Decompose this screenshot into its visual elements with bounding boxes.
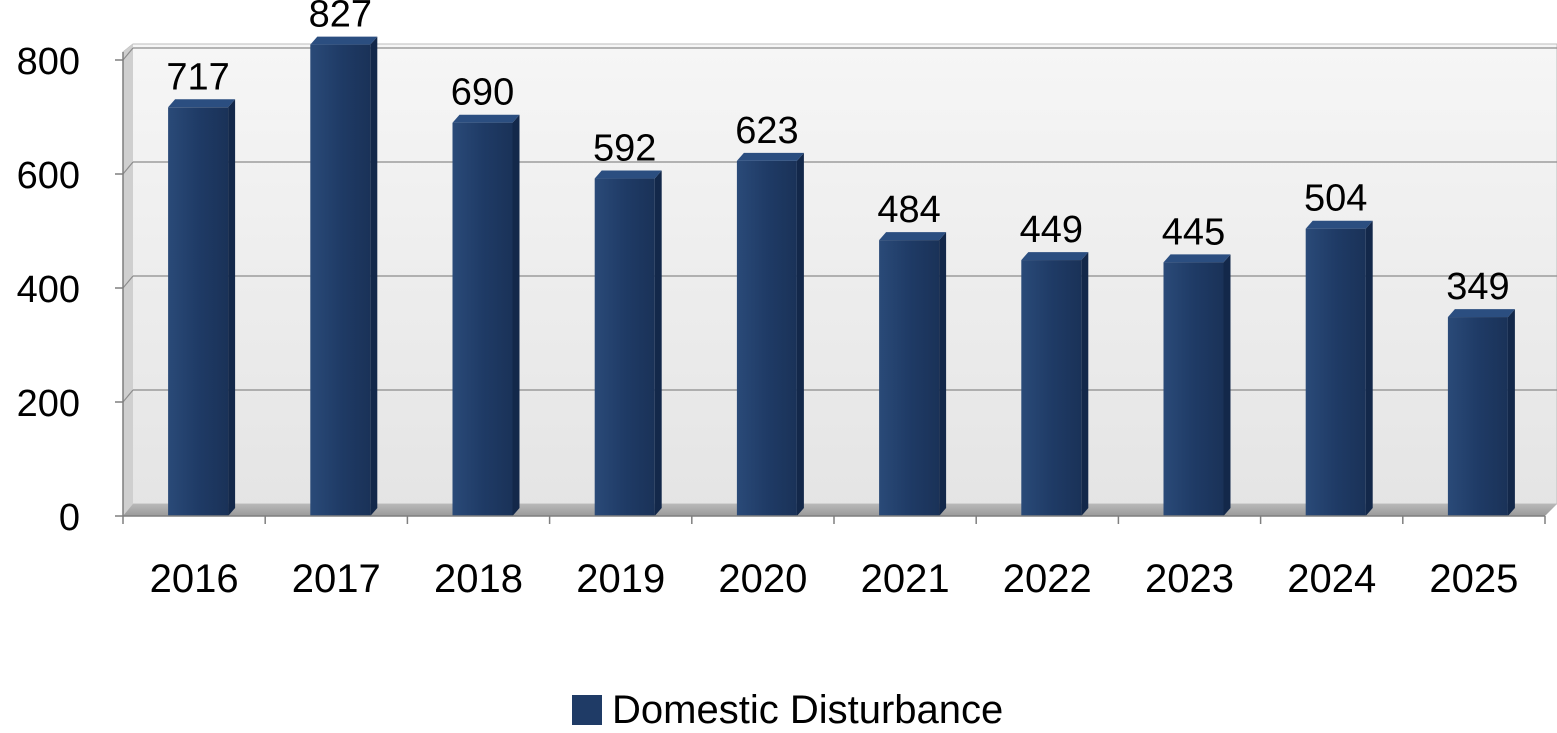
x-tick-label: 2024: [1287, 557, 1376, 601]
x-tick-label: 2019: [576, 557, 665, 601]
bar-top: [1163, 254, 1231, 263]
bar-front: [1021, 260, 1082, 516]
bar-2025: [1447, 309, 1515, 516]
bar-side: [228, 99, 236, 516]
x-tick-label: 2016: [150, 557, 239, 601]
bar-2016: [168, 99, 236, 516]
bar-front: [452, 122, 513, 516]
bar-front: [1447, 317, 1508, 516]
bar-value-label: 717: [166, 56, 229, 98]
y-tick-label: 200: [17, 383, 80, 425]
bar-side: [1365, 220, 1373, 516]
side-wall: [123, 44, 133, 516]
bar-side: [939, 232, 947, 516]
bar-value-label: 449: [1020, 209, 1083, 251]
legend-label: Domestic Disturbance: [612, 687, 1004, 732]
x-tick-label: 2018: [434, 557, 523, 601]
bar-2020: [736, 152, 804, 516]
bar-value-label: 592: [593, 128, 656, 170]
bar-top: [736, 152, 804, 161]
x-tick-label: 2023: [1145, 557, 1234, 601]
bar-front: [879, 240, 940, 516]
x-tick-label: 2020: [718, 557, 807, 601]
gridline-side: [122, 47, 134, 61]
bar-front: [310, 44, 371, 517]
bar-value-label: 827: [309, 0, 372, 36]
bar-top: [1305, 220, 1373, 229]
bar-front: [168, 107, 229, 516]
y-tick-label: 600: [17, 155, 80, 197]
bar-2021: [879, 232, 947, 516]
x-tick-label: 2025: [1429, 557, 1518, 601]
legend-swatch: [572, 695, 602, 725]
bar-2022: [1021, 252, 1089, 516]
gridline-side: [122, 389, 134, 403]
bar-side: [1223, 254, 1231, 516]
bar-side: [370, 36, 378, 517]
x-tick-label: 2022: [1003, 557, 1092, 601]
x-tick-label: 2017: [292, 557, 381, 601]
bar-top: [310, 36, 378, 45]
bar-value-label: 690: [451, 72, 514, 114]
bar-front: [1305, 228, 1366, 516]
bar-front: [1163, 262, 1224, 516]
bar-2017: [310, 36, 378, 517]
bar-side: [512, 114, 520, 516]
bar-2019: [594, 170, 662, 516]
bar-front: [594, 178, 655, 516]
bar-2023: [1163, 254, 1231, 516]
bar-value-label: 623: [735, 110, 798, 152]
y-tick-label: 400: [17, 269, 80, 311]
bar-value-label: 445: [1162, 211, 1225, 253]
bar-2018: [452, 114, 520, 516]
bar-top: [1447, 309, 1515, 318]
legend: Domestic Disturbance: [572, 688, 1003, 732]
gridline-side: [122, 275, 134, 289]
bar-top: [879, 232, 947, 241]
bar-side: [796, 152, 804, 516]
bar-2024: [1305, 220, 1373, 516]
bar-side: [1507, 309, 1515, 516]
bar-side: [654, 170, 662, 516]
y-tick-label: 800: [17, 41, 80, 83]
bar-value-label: 484: [877, 189, 940, 231]
x-axis: 2016 2017 2018 2019 2020 2021 2022 2023 2024 2025: [122, 515, 1546, 601]
bars: [168, 36, 1515, 517]
y-tick-label: 0: [59, 497, 80, 539]
bar-top: [1021, 252, 1089, 261]
bar-side: [1081, 252, 1089, 516]
bar-top: [168, 99, 236, 108]
bar-value-label: 504: [1304, 178, 1367, 220]
bar-value-label: 349: [1446, 266, 1509, 308]
bar-top: [594, 170, 662, 179]
gridline-side: [122, 161, 134, 175]
x-tick-label: 2021: [861, 557, 950, 601]
bar-top: [452, 114, 520, 123]
y-axis: 0 200 400 600 800: [17, 41, 124, 539]
data-labels: 717 827 690 592 623 484 449 445 504 349: [166, 0, 1509, 308]
bar-front: [736, 160, 797, 516]
